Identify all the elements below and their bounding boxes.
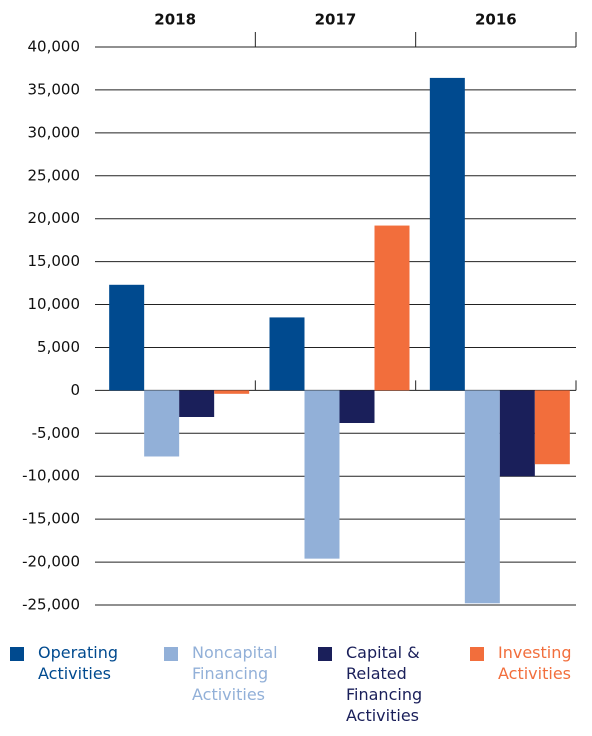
y-tick-label: 25,000 xyxy=(28,166,81,184)
x-tick-label: 2017 xyxy=(315,11,357,29)
bar xyxy=(429,77,465,391)
bar xyxy=(144,390,180,457)
y-tick-label: 5,000 xyxy=(37,338,80,356)
chart: -25,000 -20,000 -15,000 -10,000 -5,000 0 5,000… xyxy=(22,11,577,614)
legend-swatch xyxy=(164,647,178,661)
y-tick-label: 35,000 xyxy=(28,80,81,98)
y-tick-label: -20,000 xyxy=(22,553,80,571)
legend-swatch xyxy=(10,647,24,661)
y-tick-label: 40,000 xyxy=(28,38,81,56)
bar xyxy=(374,225,410,391)
bar xyxy=(269,317,305,391)
legend-label: Investing Activities xyxy=(498,643,572,683)
y-tick-label: 10,000 xyxy=(28,295,81,313)
y-tick-label: -15,000 xyxy=(22,510,80,528)
y-tick-label: 20,000 xyxy=(28,209,81,227)
bar xyxy=(214,390,250,394)
bar xyxy=(109,284,145,391)
y-tick-label: -10,000 xyxy=(22,467,80,485)
legend: Operating Activities Noncapital Financing… xyxy=(0,642,592,736)
bar xyxy=(464,390,500,604)
bar xyxy=(179,390,215,417)
y-tick-label: -5,000 xyxy=(32,424,80,442)
legend-swatch xyxy=(318,647,332,661)
bar xyxy=(534,390,570,465)
bar xyxy=(304,390,340,559)
x-tick-label: 2018 xyxy=(154,11,196,29)
legend-label: Operating Activities xyxy=(38,643,118,683)
y-tick-label: 15,000 xyxy=(28,252,81,270)
legend-label: Noncapital Financing Activities xyxy=(192,643,278,704)
bar xyxy=(339,390,375,424)
y-tick-label: -25,000 xyxy=(22,596,80,614)
y-tick-label: 0 xyxy=(70,381,80,399)
x-tick-label: 2016 xyxy=(475,11,517,29)
legend-label: Capital & Related Financing Activities xyxy=(346,643,423,725)
y-tick-label: 30,000 xyxy=(28,123,81,141)
bar xyxy=(499,390,535,477)
legend-swatch xyxy=(470,647,484,661)
